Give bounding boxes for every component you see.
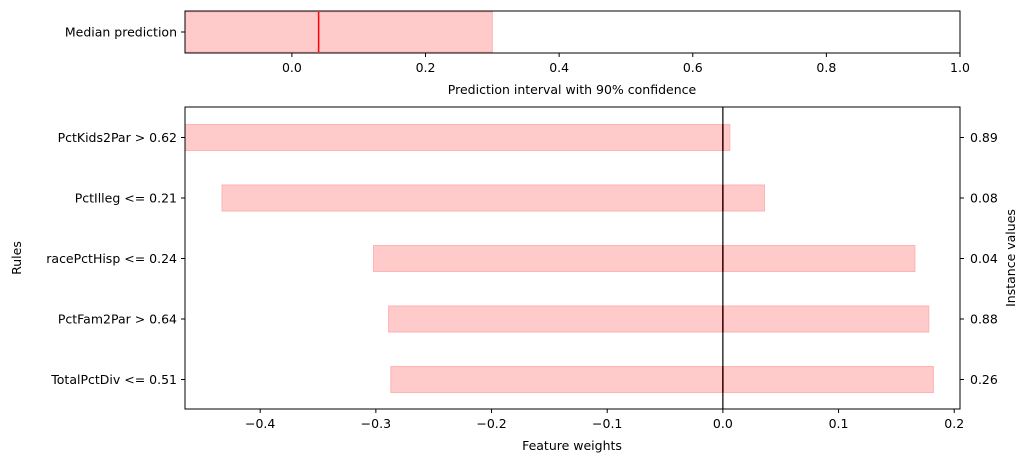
prediction-x-axis-label: Prediction interval with 90% confidence [448, 82, 697, 97]
feature-x-axis-label: Feature weights [522, 438, 622, 453]
feature-weights-panel: PctKids2Par > 0.62 PctIlleg <= 0.21 racePc… [9, 106, 1018, 453]
prediction-interval-bar [184, 11, 493, 53]
rule-label: PctFam2Par > 0.64 [58, 312, 177, 327]
rule-label: PctKids2Par > 0.62 [58, 130, 177, 145]
rule-label: TotalPctDiv <= 0.51 [50, 372, 177, 387]
rule-label: racePctHisp <= 0.24 [46, 251, 177, 266]
prediction-interval-panel: Median prediction 0.0 0.2 0.4 0.6 0.8 1.0 Pre… [65, 10, 970, 97]
x-tick-label: −0.1 [592, 416, 622, 431]
x-tick-label: −0.4 [245, 416, 275, 431]
x-tick-label: 0.0 [282, 60, 302, 75]
x-tick-label: 0.0 [713, 416, 733, 431]
y-tick-label: Median prediction [65, 25, 177, 40]
rule-label: PctIlleg <= 0.21 [75, 191, 177, 206]
x-tick-label: 1.0 [950, 60, 970, 75]
x-tick-label: 0.6 [683, 60, 703, 75]
instance-value-label: 0.04 [970, 251, 998, 266]
x-tick-label: 0.2 [944, 416, 964, 431]
x-tick-label: 0.4 [549, 60, 569, 75]
x-tick-label: −0.2 [476, 416, 506, 431]
instance-value-label: 0.08 [970, 191, 998, 206]
x-tick-label: 0.1 [829, 416, 849, 431]
instance-value-label: 0.88 [970, 312, 998, 327]
instance-value-label: 0.89 [970, 130, 998, 145]
feature-interval-bar [184, 124, 731, 151]
x-tick-label: 0.2 [416, 60, 436, 75]
feature-interval-bar [221, 184, 766, 212]
feature-interval-bar [373, 245, 916, 272]
feature-interval-bar [390, 366, 934, 393]
rules-y-axis-label: Rules [9, 241, 24, 275]
instance-value-label: 0.26 [970, 372, 998, 387]
x-tick-label: −0.3 [361, 416, 391, 431]
feature-interval-bar [388, 305, 930, 333]
instance-values-axis-label: Instance values [1003, 209, 1018, 307]
x-tick-label: 0.8 [816, 60, 836, 75]
